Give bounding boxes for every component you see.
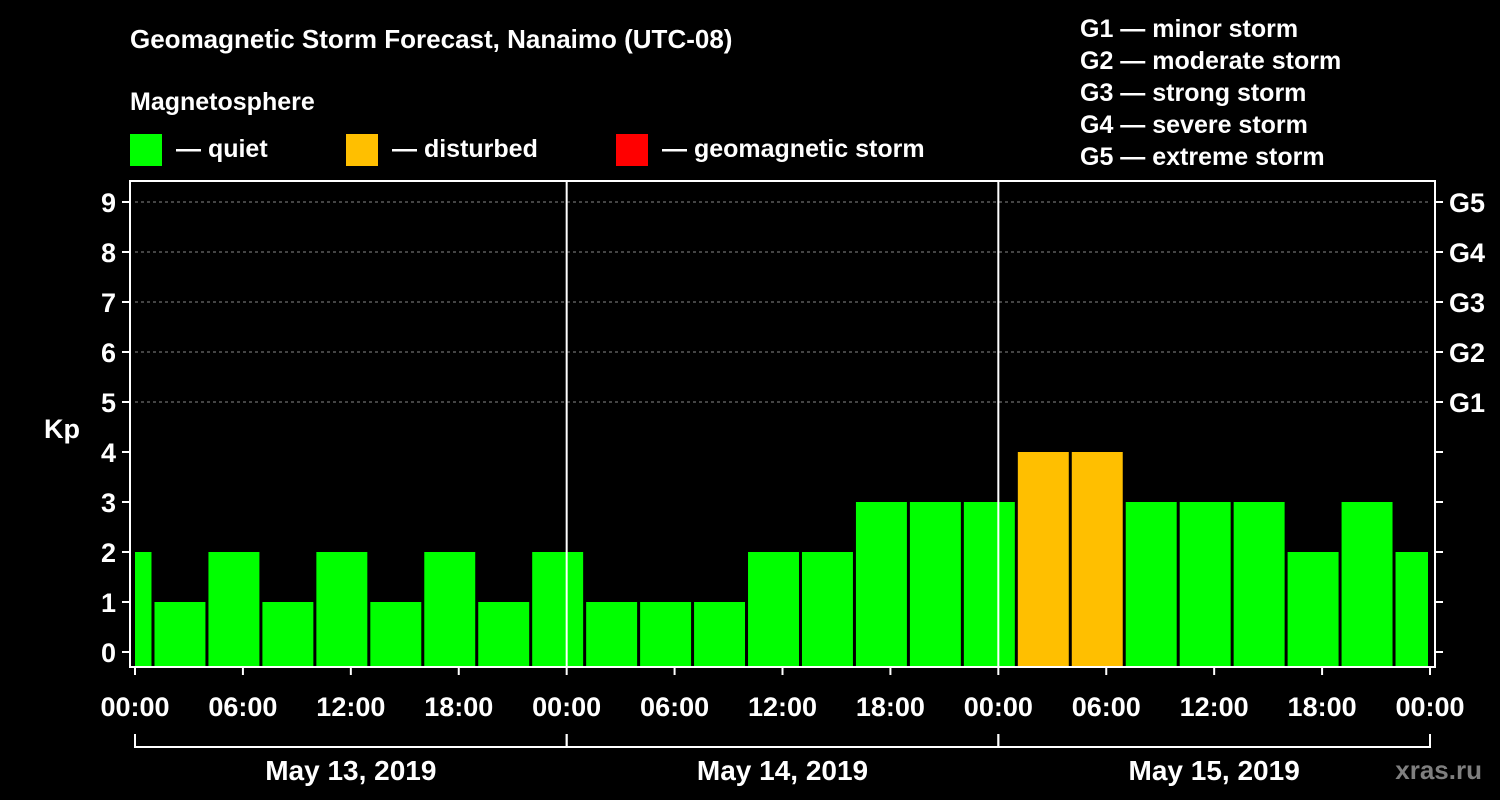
- storm-scale-g4: G4 — severe storm: [1080, 111, 1308, 139]
- y-tick-label: 0: [101, 638, 116, 668]
- x-tick-label: 00:00: [532, 692, 601, 722]
- x-tick-label: 00:00: [1395, 692, 1464, 722]
- y-tick-label: 5: [101, 388, 116, 418]
- storm-scale-g2: G2 — moderate storm: [1080, 47, 1341, 75]
- kp-bar: [1287, 552, 1339, 667]
- y-tick-label: 4: [101, 438, 116, 468]
- kp-bar: [963, 502, 1015, 667]
- storm-scale-g5: G5 — extreme storm: [1080, 143, 1325, 171]
- kp-bar: [640, 602, 692, 667]
- y-tick-label: 6: [101, 338, 116, 368]
- kp-bar: [208, 552, 260, 667]
- kp-bar: [801, 552, 853, 667]
- legend-label-storm: — geomagnetic storm: [662, 135, 925, 163]
- kp-bar: [1179, 502, 1231, 667]
- legend-label-quiet: — quiet: [176, 135, 268, 163]
- y-tick-label: 2: [101, 538, 116, 568]
- x-tick-label: 06:00: [640, 692, 709, 722]
- g-scale-label: G3: [1449, 288, 1485, 318]
- kp-bar: [478, 602, 530, 667]
- kp-bar: [1395, 552, 1428, 667]
- kp-bar: [1125, 502, 1177, 667]
- x-tick-label: 12:00: [748, 692, 817, 722]
- kp-bar: [909, 502, 961, 667]
- kp-bar: [532, 552, 584, 667]
- y-axis-label: Kp: [44, 414, 80, 444]
- x-tick-label: 00:00: [964, 692, 1033, 722]
- y-tick-label: 1: [101, 588, 116, 618]
- kp-bar: [1233, 502, 1285, 667]
- y-tick-label: 3: [101, 488, 116, 518]
- x-tick-label: 12:00: [316, 692, 385, 722]
- kp-bar: [262, 602, 314, 667]
- bars: [135, 452, 1428, 667]
- kp-bar: [316, 552, 368, 667]
- x-tick-label: 06:00: [208, 692, 277, 722]
- legend-swatch-quiet: [130, 134, 162, 166]
- y-tick-label: 8: [101, 238, 116, 268]
- day-label: May 13, 2019: [265, 755, 436, 786]
- legend-label-disturbed: — disturbed: [392, 135, 538, 163]
- g-scale-label: G2: [1449, 338, 1485, 368]
- kp-bar: [586, 602, 638, 667]
- legend-swatch-storm: [616, 134, 648, 166]
- kp-bar: [855, 502, 907, 667]
- g-scale-label: G1: [1449, 388, 1485, 418]
- kp-bar: [748, 552, 799, 667]
- x-tick-label: 06:00: [1072, 692, 1141, 722]
- kp-bar: [1017, 452, 1069, 667]
- kp-bar: [424, 552, 476, 667]
- kp-bar: [1071, 452, 1123, 667]
- day-label: May 15, 2019: [1129, 755, 1300, 786]
- x-tick-label: 18:00: [424, 692, 493, 722]
- kp-bar: [154, 602, 206, 667]
- grid-lines: [135, 201, 1430, 403]
- x-tick-label: 18:00: [1288, 692, 1357, 722]
- g-scale-label: G5: [1449, 188, 1485, 218]
- legend-swatch-disturbed: [346, 134, 378, 166]
- watermark: xras.ru: [1395, 755, 1482, 785]
- day-label: May 14, 2019: [697, 755, 868, 786]
- kp-bar: [135, 552, 152, 667]
- g-scale-label: G4: [1449, 238, 1485, 268]
- y-tick-label: 7: [101, 288, 116, 318]
- storm-scale-g1: G1 — minor storm: [1080, 15, 1298, 43]
- x-tick-label: 00:00: [100, 692, 169, 722]
- storm-scale-g3: G3 — strong storm: [1080, 79, 1306, 107]
- legend-title: Magnetosphere: [130, 88, 315, 116]
- chart-title: Geomagnetic Storm Forecast, Nanaimo (UTC…: [130, 24, 732, 54]
- kp-bar: [1341, 502, 1393, 667]
- x-tick-label: 18:00: [856, 692, 925, 722]
- kp-bar: [370, 602, 422, 667]
- axes: 0 1 2 3 4 5 6 7 8 9 G1 G2 G3 G4 G5 00:00 06:00 12:00 18:00…: [100, 180, 1485, 786]
- y-tick-label: 9: [101, 188, 116, 218]
- kp-bar: [694, 602, 746, 667]
- x-tick-label: 12:00: [1180, 692, 1249, 722]
